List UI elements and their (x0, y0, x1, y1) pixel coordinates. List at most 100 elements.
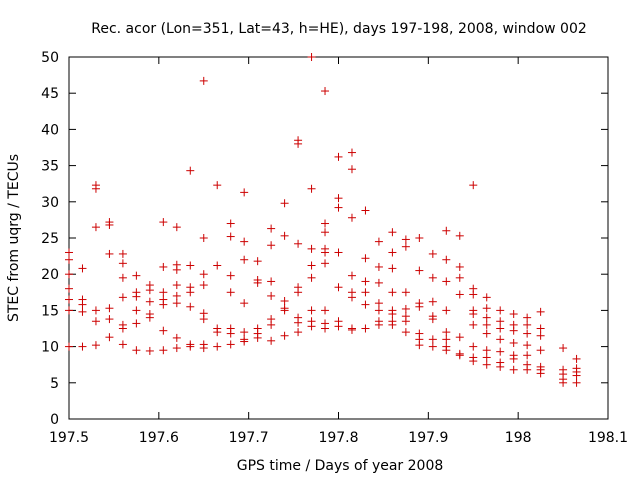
data-point (132, 271, 141, 280)
data-point (280, 199, 289, 208)
data-point (199, 344, 208, 353)
data-point (428, 315, 437, 324)
x-tick-label: 197.9 (408, 430, 448, 446)
data-point (267, 277, 276, 286)
data-point (321, 248, 330, 257)
data-point (321, 306, 330, 315)
data-point (428, 335, 437, 344)
data-point (469, 320, 478, 329)
data-point (361, 324, 370, 333)
data-point (186, 302, 195, 311)
data-point (374, 299, 383, 308)
data-point (374, 320, 383, 329)
y-tick-label: 10 (41, 340, 59, 356)
data-point (455, 290, 464, 299)
data-point (199, 281, 208, 290)
x-tick-label: 197.5 (49, 430, 89, 446)
data-point (240, 255, 249, 264)
data-point (65, 248, 73, 257)
data-point (496, 306, 505, 315)
data-point (347, 325, 356, 334)
data-point (267, 224, 276, 233)
y-tick-label: 0 (50, 412, 59, 428)
data-point (253, 257, 262, 266)
data-point (172, 291, 181, 300)
data-point (455, 231, 464, 240)
data-point (118, 340, 127, 349)
data-point (442, 335, 451, 344)
y-axis-label: STEC from uqrg / TECUs (6, 154, 22, 322)
data-point (361, 206, 370, 215)
data-point (307, 261, 316, 270)
data-point (253, 278, 262, 287)
data-point (334, 283, 343, 292)
data-point (172, 281, 181, 290)
data-point (65, 306, 73, 315)
data-point (523, 320, 532, 329)
data-point (118, 293, 127, 302)
data-point (482, 304, 491, 313)
data-point (442, 346, 451, 355)
x-tick-label: 197.8 (318, 430, 358, 446)
data-point (280, 306, 289, 315)
y-axis: 0 5 10 15 20 25 30 35 40 45 50 (41, 50, 608, 428)
data-point (401, 235, 410, 244)
data-point (455, 333, 464, 342)
data-point (267, 291, 276, 300)
data-point (496, 347, 505, 356)
y-tick-label: 35 (41, 159, 59, 175)
data-point (455, 262, 464, 271)
data-point (374, 262, 383, 271)
data-point (65, 295, 73, 304)
data-point (172, 265, 181, 274)
y-tick-label: 15 (41, 303, 59, 319)
data-point (401, 242, 410, 251)
data-point (401, 328, 410, 337)
data-point (105, 315, 114, 324)
data-point (240, 237, 249, 246)
data-point (347, 165, 356, 174)
data-point (307, 184, 316, 193)
x-tick-label: 198.1 (588, 430, 628, 446)
data-point (172, 344, 181, 353)
data-point (572, 354, 581, 363)
data-point (132, 306, 141, 315)
data-point (267, 336, 276, 345)
data-point (307, 53, 316, 61)
data-point (118, 249, 127, 258)
data-point (388, 248, 397, 257)
data-point (428, 249, 437, 258)
data-point (307, 306, 316, 315)
data-point (307, 273, 316, 282)
data-point (105, 304, 114, 313)
data-point (496, 335, 505, 344)
data-point (118, 324, 127, 333)
data-point (442, 255, 451, 264)
data-point (482, 360, 491, 369)
data-point (132, 292, 141, 301)
data-point (240, 299, 249, 308)
data-point (294, 139, 303, 148)
data-point (401, 317, 410, 326)
data-point (509, 310, 518, 319)
data-point (523, 313, 532, 322)
data-point (132, 346, 141, 355)
data-point (199, 270, 208, 279)
data-point (65, 270, 73, 279)
y-tick-label: 45 (41, 86, 59, 102)
data-point (388, 264, 397, 273)
data-point (334, 322, 343, 331)
data-point (523, 329, 532, 338)
data-point (347, 293, 356, 302)
data-point (469, 342, 478, 351)
data-point (159, 288, 168, 297)
data-point (347, 148, 356, 157)
data-point (442, 277, 451, 286)
data-point (294, 288, 303, 297)
data-point (186, 288, 195, 297)
data-point (186, 342, 195, 351)
data-point (213, 342, 222, 351)
data-point (536, 346, 545, 355)
data-point (294, 318, 303, 327)
